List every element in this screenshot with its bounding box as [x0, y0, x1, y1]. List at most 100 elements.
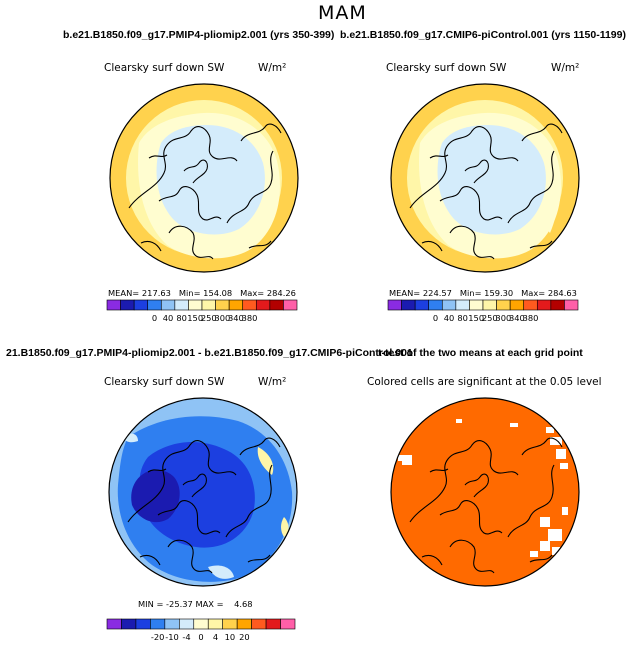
- colorbar-box: [550, 299, 565, 311]
- colorbar-2: [387, 299, 579, 311]
- colorbar-tick-label: 40: [162, 313, 174, 323]
- colorbar-box: [106, 299, 121, 311]
- colorbar-tick-label: 4: [212, 632, 219, 642]
- coastline: [183, 159, 208, 184]
- min-value: 159.30: [484, 288, 514, 298]
- colorbar-box: [147, 299, 162, 311]
- map-border: [390, 83, 580, 273]
- colorbar-tick-label: 300: [495, 313, 512, 323]
- coastline: [449, 539, 495, 574]
- colorbar-box: [280, 618, 296, 630]
- colorbar-box: [135, 618, 151, 630]
- colorbar-box: [414, 299, 430, 311]
- field-inner-band: [540, 151, 559, 233]
- colorbar-box: [150, 618, 166, 630]
- panel-title-top-left: b.e21.B1850.f09_g17.PMIP4-pliomip2.001 (…: [63, 29, 335, 41]
- non-significant-cell: [398, 455, 412, 461]
- non-significant-cell: [546, 427, 554, 433]
- coastline: [429, 468, 449, 473]
- coastline: [464, 159, 489, 184]
- colorbar-tick-label: 10: [224, 632, 236, 642]
- non-significant-cell: [560, 463, 568, 469]
- non-significant-cell: [402, 461, 412, 465]
- colorbar-box: [255, 299, 271, 311]
- colorbar-box: [201, 299, 216, 311]
- coastline: [507, 464, 555, 538]
- coastline: [439, 186, 503, 221]
- non-significant-cell: [562, 507, 568, 515]
- coastline: [429, 154, 449, 159]
- colorbar-box: [482, 299, 497, 311]
- colorbar-box: [179, 618, 195, 630]
- non-significant-cell: [556, 449, 566, 459]
- min-value: -25.37: [166, 599, 193, 609]
- coastline: [248, 240, 272, 249]
- colorbar-box: [242, 299, 257, 311]
- colorbar-box: [215, 299, 230, 311]
- colorbar-box: [387, 299, 402, 311]
- max-value: 4.68: [234, 599, 253, 609]
- coastline: [147, 468, 167, 473]
- units-label-3: W/m²: [258, 376, 287, 388]
- colorbar-box: [207, 618, 223, 630]
- polar-map-difference: [108, 397, 298, 587]
- colorbar-tick-label: 340: [509, 313, 525, 323]
- units-label-2: W/m²: [551, 62, 580, 74]
- colorbar-box: [441, 299, 457, 311]
- coastline: [529, 554, 553, 563]
- coastline: [140, 240, 162, 252]
- non-significant-cell: [530, 551, 538, 557]
- coastline: [521, 123, 563, 142]
- coastline: [167, 539, 213, 574]
- coastline: [168, 225, 214, 260]
- main-title: MAM: [318, 2, 367, 24]
- stats-line-1: MEAN= 217.63 Min= 154.08 Max= 284.26: [108, 288, 296, 298]
- coastline: [529, 240, 553, 249]
- field-near-zero: [208, 565, 234, 579]
- coastline: [247, 554, 271, 563]
- field-negative-strong: [139, 442, 255, 548]
- max-label: Max=: [521, 288, 546, 298]
- max-value: 284.63: [547, 288, 577, 298]
- map-border: [390, 397, 580, 587]
- non-significant-cell: [552, 547, 560, 555]
- panel-title-top-right: b.e21.B1850.f09_g17.CMIP6-piControl.001 …: [340, 29, 626, 41]
- field-polar-cap: [156, 125, 265, 235]
- coastline: [240, 123, 282, 142]
- colorbar-tick-label: -10: [165, 632, 179, 642]
- colorbar-tick-label: -20: [150, 632, 165, 642]
- colorbar-box: [236, 618, 252, 630]
- colorbar-tick-label: 250: [481, 313, 498, 323]
- colorbar-box: [428, 299, 443, 311]
- colorbar-tick-label: -4: [182, 632, 191, 642]
- colorbar-tick-label: 380: [241, 313, 258, 323]
- mean-label: MEAN=: [389, 288, 421, 298]
- mean-label: MEAN=: [108, 288, 140, 298]
- colorbar-box: [228, 299, 244, 311]
- colorbar-tick-label: 150: [187, 313, 204, 323]
- colorbar-box: [160, 299, 176, 311]
- variable-label-1: Clearsky surf down SW: [104, 62, 225, 74]
- colorbar-box: [251, 618, 267, 630]
- min-value: 154.08: [203, 288, 233, 298]
- polar-map-pliomip2: [109, 83, 299, 273]
- panel-title-bottom-left: 21.B1850.f09_g17.PMIP4-pliomip2.001 - b.…: [6, 347, 413, 359]
- map-border: [108, 397, 298, 587]
- panel-title-bottom-right: t-test of the two means at each grid poi…: [378, 347, 583, 359]
- stats-line-3: MIN = -25.37 MAX = 4.68: [138, 599, 253, 609]
- mean-value: 217.63: [141, 288, 171, 298]
- colorbar-box: [265, 618, 281, 630]
- colorbar-3: [106, 618, 296, 630]
- non-significant-cell: [510, 423, 518, 427]
- colorbar-box: [193, 618, 209, 630]
- colorbar-tick-label: 380: [522, 313, 539, 323]
- colorbar-box: [283, 299, 298, 311]
- colorbar-tick-label: 150: [468, 313, 485, 323]
- significant-cells: [391, 398, 579, 586]
- colorbar-box: [164, 618, 180, 630]
- colorbar-box: [401, 299, 416, 311]
- min-label: Min=: [178, 288, 201, 298]
- ttest-caption: Colored cells are significant at the 0.0…: [367, 376, 602, 388]
- coastline: [128, 126, 238, 209]
- non-significant-cell: [540, 517, 550, 527]
